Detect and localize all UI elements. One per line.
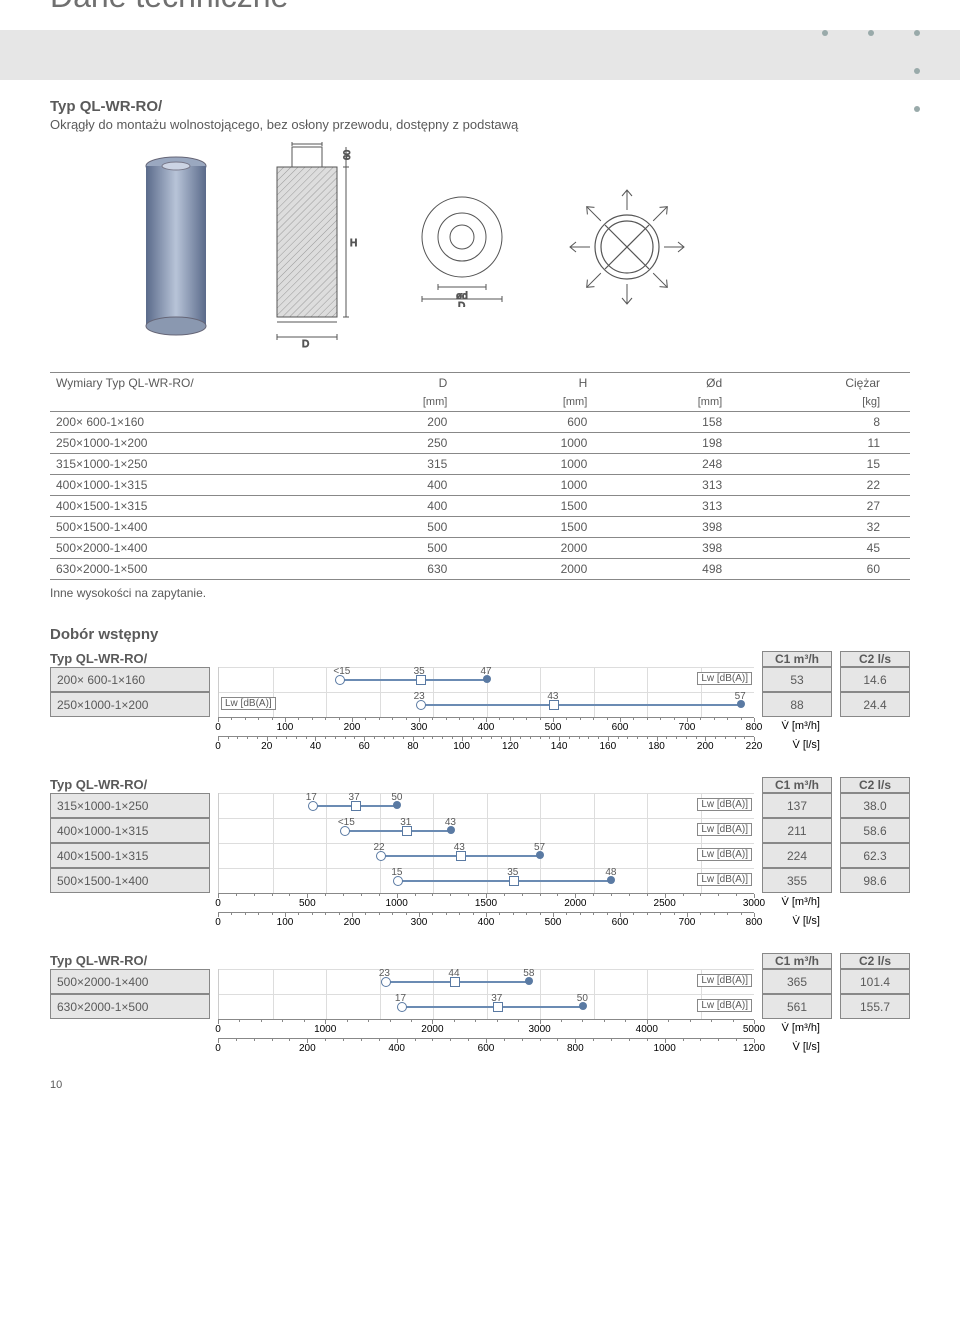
block-type-label: Typ QL-WR-RO/ xyxy=(50,777,210,793)
chart-row: 17 37 50Lw [dB(A)] xyxy=(219,994,754,1019)
selection-block: Typ QL-WR-RO/ C1 m³/h C2 l/s 500×2000-1×… xyxy=(50,953,910,1057)
svg-text:H: H xyxy=(350,238,357,249)
page-title: Dane techniczne xyxy=(50,0,288,15)
table-row: 250×1000-1×200250100019811 xyxy=(50,433,910,454)
svg-text:D: D xyxy=(302,339,309,350)
chart-cell: 17 37 50Lw [dB(A)] xyxy=(218,994,754,1019)
lw-label: Lw [dB(A)] xyxy=(697,798,752,811)
c1-value: 88 xyxy=(762,692,832,717)
technical-drawings: Ød D H 60 xyxy=(140,142,910,352)
c1-value: 211 xyxy=(762,818,832,843)
table-row: 500×1500-1×400500150039832 xyxy=(50,517,910,538)
block-type-label: Typ QL-WR-RO/ xyxy=(50,651,210,667)
chart-cell: 15 35 48Lw [dB(A)] xyxy=(218,868,754,893)
chart-row: 17 37 50Lw [dB(A)] xyxy=(219,793,754,818)
decorative-dots xyxy=(782,0,920,137)
c1-value: 53 xyxy=(762,667,832,692)
block-type-label: Typ QL-WR-RO/ xyxy=(50,953,210,969)
lw-label: Lw [dB(A)] xyxy=(221,697,276,710)
axis-unit: V̇ [m³/h] xyxy=(781,720,820,732)
chart-row: <15 35 47Lw [dB(A)] xyxy=(219,667,754,692)
lw-label: Lw [dB(A)] xyxy=(697,873,752,886)
svg-text:Ød: Ød xyxy=(300,142,313,144)
chart-cell: <15 35 47Lw [dB(A)] xyxy=(218,667,754,692)
c2-value: 62.3 xyxy=(840,843,910,868)
col-c2-header: C2 l/s xyxy=(840,953,910,969)
chart-row: Lw [dB(A)] 23 43 57 xyxy=(219,692,754,717)
c1-value: 561 xyxy=(762,994,832,1019)
c2-value: 24.4 xyxy=(840,692,910,717)
table-note: Inne wysokości na zapytanie. xyxy=(50,586,910,600)
c1-value: 355 xyxy=(762,868,832,893)
row-label: 500×2000-1×400 xyxy=(50,969,210,994)
product-desc: Okrągły do montażu wolnostojącego, bez o… xyxy=(50,117,910,132)
filter-3d-icon xyxy=(140,152,212,342)
c2-value: 58.6 xyxy=(840,818,910,843)
product-type-title: Typ QL-WR-RO/ xyxy=(50,98,910,115)
chart-axis: 020406080100120140160180200220V̇ [l/s] xyxy=(218,736,754,755)
lw-label: Lw [dB(A)] xyxy=(697,823,752,836)
col-c1-header: C1 m³/h xyxy=(762,651,832,667)
axis-unit: V̇ [l/s] xyxy=(792,739,820,751)
table-caption: Wymiary Typ QL-WR-RO/ xyxy=(50,373,342,394)
dimensions-table: Wymiary Typ QL-WR-RO/ D H Ød Ciężar [mm]… xyxy=(50,372,910,580)
row-label: 500×1500-1×400 xyxy=(50,868,210,893)
lw-label: Lw [dB(A)] xyxy=(697,848,752,861)
chart-row: <15 31 43Lw [dB(A)] xyxy=(219,818,754,843)
axis-unit: V̇ [m³/h] xyxy=(781,1022,820,1034)
svg-text:D: D xyxy=(458,301,465,307)
chart-row: 23 44 58Lw [dB(A)] xyxy=(219,969,754,994)
chart-axis: 020040060080010001200V̇ [l/s] xyxy=(218,1038,754,1057)
table-row: 630×2000-1×500630200049860 xyxy=(50,559,910,580)
selection-block: Typ QL-WR-RO/ C1 m³/h C2 l/s 315×1000-1×… xyxy=(50,777,910,931)
chart-axis: 010002000300040005000V̇ [m³/h] xyxy=(218,1019,754,1038)
c1-value: 365 xyxy=(762,969,832,994)
plan-drawing: ød D xyxy=(402,187,522,307)
chart-cell: 17 37 50Lw [dB(A)] xyxy=(218,793,754,818)
c2-value: 38.0 xyxy=(840,793,910,818)
lw-label: Lw [dB(A)] xyxy=(697,672,752,685)
row-label: 200× 600-1×160 xyxy=(50,667,210,692)
c2-value: 14.6 xyxy=(840,667,910,692)
table-row: 400×1000-1×315400100031322 xyxy=(50,475,910,496)
c2-value: 98.6 xyxy=(840,868,910,893)
axis-unit: V̇ [l/s] xyxy=(792,1041,820,1053)
airflow-symbol-icon xyxy=(562,182,692,312)
c1-value: 137 xyxy=(762,793,832,818)
page-number: 10 xyxy=(50,1079,910,1091)
chart-axis: 050010001500200025003000V̇ [m³/h] xyxy=(218,893,754,912)
col-c2-header: C2 l/s xyxy=(840,651,910,667)
svg-text:60: 60 xyxy=(342,150,352,160)
chart-row: 22 43 57Lw [dB(A)] xyxy=(219,843,754,868)
col-c1-header: C1 m³/h xyxy=(762,777,832,793)
col-c2-header: C2 l/s xyxy=(840,777,910,793)
chart-cell: Lw [dB(A)] 23 43 57 xyxy=(218,692,754,717)
table-row: 400×1500-1×315400150031327 xyxy=(50,496,910,517)
chart-cell: 23 44 58Lw [dB(A)] xyxy=(218,969,754,994)
col-c1-header: C1 m³/h xyxy=(762,953,832,969)
row-label: 250×1000-1×200 xyxy=(50,692,210,717)
selection-block: Typ QL-WR-RO/ C1 m³/h C2 l/s 200× 600-1×… xyxy=(50,651,910,755)
chart-axis: 0100200300400500600700800V̇ [m³/h] xyxy=(218,717,754,736)
table-row: 200× 600-1×1602006001588 xyxy=(50,412,910,433)
chart-cell: <15 31 43Lw [dB(A)] xyxy=(218,818,754,843)
axis-unit: V̇ [m³/h] xyxy=(781,896,820,908)
chart-axis: 0100200300400500600700800V̇ [l/s] xyxy=(218,912,754,931)
lw-label: Lw [dB(A)] xyxy=(697,999,752,1012)
row-label: 630×2000-1×500 xyxy=(50,994,210,1019)
chart-cell: 22 43 57Lw [dB(A)] xyxy=(218,843,754,868)
row-label: 400×1000-1×315 xyxy=(50,818,210,843)
table-row: 500×2000-1×400500200039845 xyxy=(50,538,910,559)
c1-value: 224 xyxy=(762,843,832,868)
axis-unit: V̇ [l/s] xyxy=(792,915,820,927)
chart-row: 15 35 48Lw [dB(A)] xyxy=(219,868,754,893)
lw-label: Lw [dB(A)] xyxy=(697,974,752,987)
selection-title: Dobór wstępny xyxy=(50,626,910,643)
c2-value: 155.7 xyxy=(840,994,910,1019)
row-label: 315×1000-1×250 xyxy=(50,793,210,818)
c2-value: 101.4 xyxy=(840,969,910,994)
row-label: 400×1500-1×315 xyxy=(50,843,210,868)
table-row: 315×1000-1×250315100024815 xyxy=(50,454,910,475)
elevation-drawing: Ød D H 60 xyxy=(252,142,362,352)
